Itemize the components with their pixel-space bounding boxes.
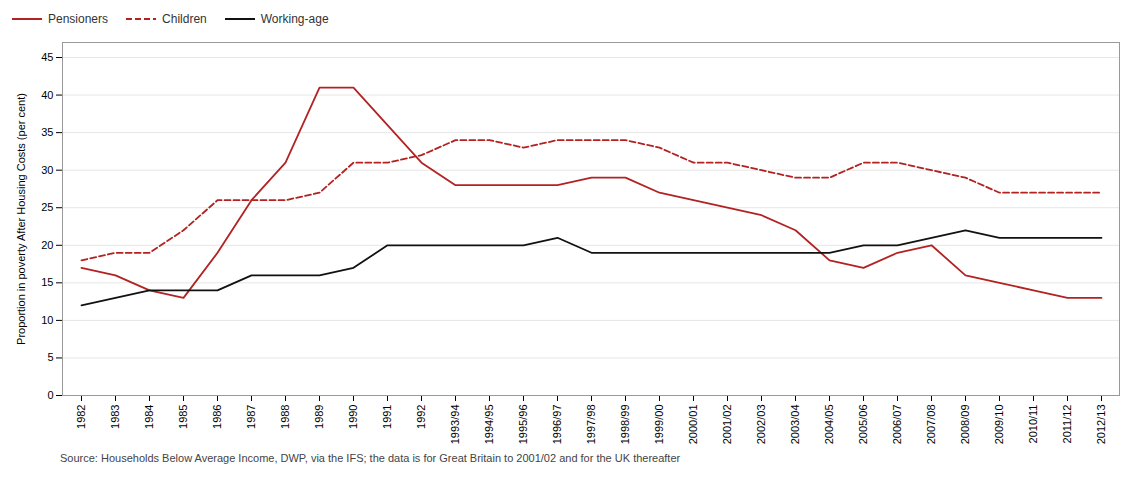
svg-text:5: 5: [47, 351, 53, 363]
svg-text:1995/96: 1995/96: [517, 405, 529, 445]
svg-text:0: 0: [47, 389, 53, 401]
svg-text:2012/13: 2012/13: [1095, 405, 1107, 445]
html-text:Source: Households Below Avera: Source: Households Below Average Income,…: [60, 452, 681, 464]
svg-text:1985: 1985: [177, 405, 189, 429]
svg-text:40: 40: [41, 89, 53, 101]
svg-text:2002/03: 2002/03: [755, 405, 767, 445]
svg-text:2004/05: 2004/05: [823, 405, 835, 445]
svg-text:1982: 1982: [75, 405, 87, 429]
svg-text:2003/04: 2003/04: [789, 405, 801, 445]
svg-text:Proportion in poverty After Ho: Proportion in poverty After Housing Cost…: [15, 93, 27, 345]
html-text:Working-age: Working-age: [260, 12, 329, 26]
svg-text:1997/98: 1997/98: [585, 405, 597, 445]
svg-text:1990: 1990: [347, 405, 359, 429]
svg-text:20: 20: [41, 239, 53, 251]
svg-text:10: 10: [41, 314, 53, 326]
svg-text:1991: 1991: [381, 405, 393, 429]
svg-text:1998/99: 1998/99: [619, 405, 631, 445]
svg-text:15: 15: [41, 276, 53, 288]
svg-text:1992: 1992: [415, 405, 427, 429]
svg-text:1989: 1989: [313, 405, 325, 429]
svg-text:1999/00: 1999/00: [653, 405, 665, 445]
svg-text:2009/10: 2009/10: [993, 405, 1005, 445]
html-text:Pensioners: Pensioners: [48, 12, 108, 26]
svg-text:1988: 1988: [279, 405, 291, 429]
svg-text:2010/11: 2010/11: [1027, 405, 1039, 444]
svg-text:2005/06: 2005/06: [857, 405, 869, 445]
svg-text:2008/09: 2008/09: [959, 405, 971, 445]
svg-text:2011/12: 2011/12: [1061, 405, 1073, 444]
svg-text:1994/95: 1994/95: [483, 405, 495, 445]
svg-text:30: 30: [41, 164, 53, 176]
svg-text:2000/01: 2000/01: [687, 405, 699, 445]
svg-text:1986: 1986: [211, 405, 223, 429]
svg-text:1987: 1987: [245, 405, 257, 429]
svg-text:35: 35: [41, 126, 53, 138]
svg-text:2007/08: 2007/08: [925, 405, 937, 445]
svg-text:2001/02: 2001/02: [721, 405, 733, 445]
svg-text:25: 25: [41, 201, 53, 213]
svg-text:45: 45: [41, 51, 53, 63]
svg-text:1993/94: 1993/94: [449, 405, 461, 445]
svg-text:1984: 1984: [143, 405, 155, 429]
html-text:Children: Children: [162, 12, 207, 26]
svg-text:1996/97: 1996/97: [551, 405, 563, 445]
svg-text:1983: 1983: [109, 405, 121, 429]
svg-text:2006/07: 2006/07: [891, 405, 903, 445]
